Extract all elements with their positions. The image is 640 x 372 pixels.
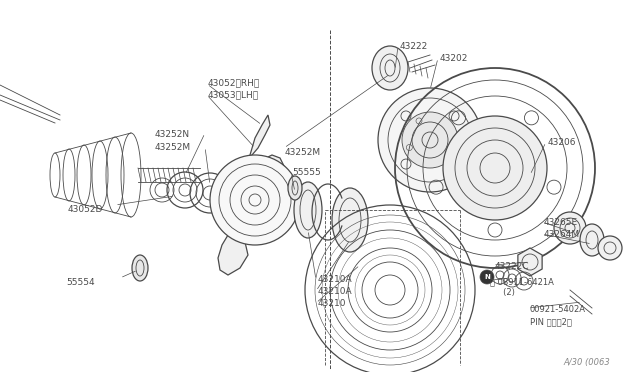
Circle shape	[598, 236, 622, 260]
Circle shape	[480, 270, 494, 284]
Text: 43265E: 43265E	[544, 218, 578, 227]
Circle shape	[402, 112, 458, 168]
Ellipse shape	[372, 46, 408, 90]
Text: (2): (2)	[490, 288, 515, 297]
Ellipse shape	[332, 188, 368, 252]
Text: 55554: 55554	[66, 278, 95, 287]
Text: 43202: 43202	[440, 54, 468, 63]
Text: 43206: 43206	[548, 138, 577, 147]
Polygon shape	[518, 248, 542, 276]
Text: 43222: 43222	[400, 42, 428, 51]
Text: 43053〈LH〉: 43053〈LH〉	[208, 90, 259, 99]
Circle shape	[210, 155, 300, 245]
Ellipse shape	[294, 182, 322, 238]
Text: A/30 (0063: A/30 (0063	[563, 358, 610, 367]
Ellipse shape	[288, 176, 302, 200]
Polygon shape	[228, 155, 285, 232]
Text: ⓝ 08911-6421A: ⓝ 08911-6421A	[490, 277, 554, 286]
Polygon shape	[248, 115, 270, 158]
Bar	[480, 148, 494, 158]
Text: 43252M: 43252M	[285, 148, 321, 157]
Text: 43210A: 43210A	[318, 287, 353, 296]
Text: 55555: 55555	[292, 168, 321, 177]
Text: 43252M: 43252M	[155, 143, 191, 152]
Text: N: N	[484, 274, 490, 280]
Text: 43252N: 43252N	[155, 130, 190, 139]
Text: 43222C: 43222C	[495, 262, 529, 271]
Text: 43210A: 43210A	[318, 275, 353, 284]
Polygon shape	[218, 225, 248, 275]
Circle shape	[378, 88, 482, 192]
Circle shape	[443, 116, 547, 220]
Text: 43052D: 43052D	[68, 205, 104, 214]
Ellipse shape	[580, 224, 604, 256]
Text: 43052〈RH〉: 43052〈RH〉	[208, 78, 260, 87]
Text: 43210: 43210	[318, 299, 346, 308]
Text: PIN ピン（2）: PIN ピン（2）	[530, 317, 572, 326]
Ellipse shape	[132, 255, 148, 281]
Text: 00921-5402A: 00921-5402A	[530, 305, 586, 314]
Text: 43264M: 43264M	[544, 230, 580, 239]
Circle shape	[554, 212, 586, 244]
